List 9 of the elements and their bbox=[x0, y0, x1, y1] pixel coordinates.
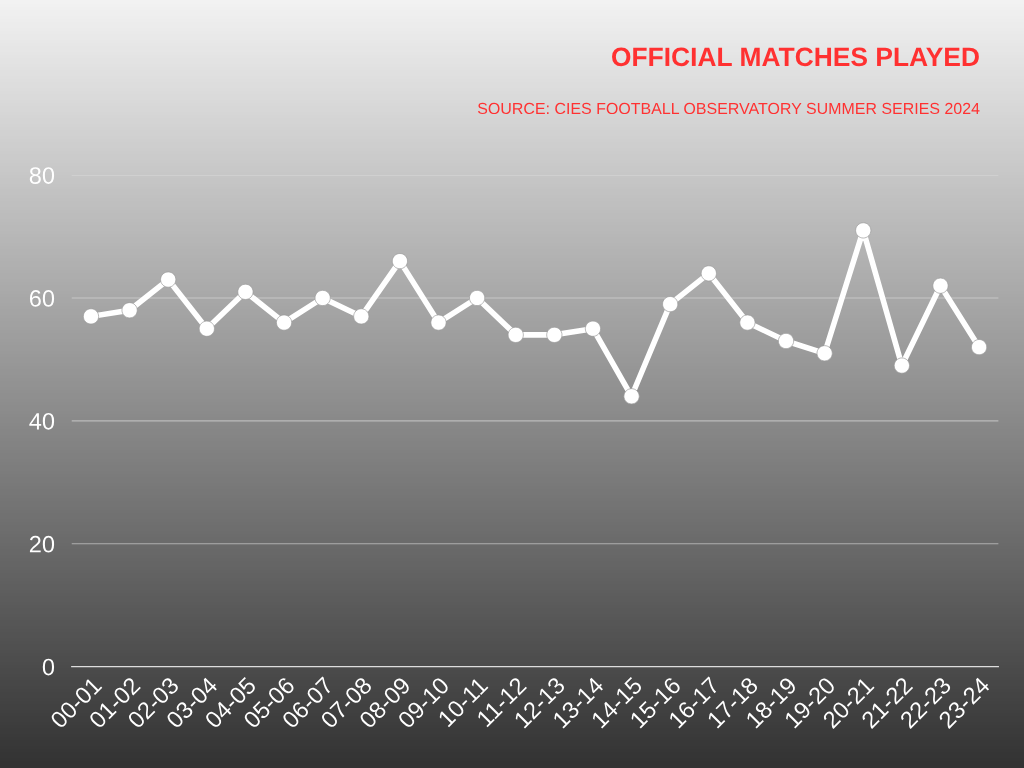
point bbox=[778, 333, 795, 349]
point bbox=[855, 222, 872, 239]
y-tick-label: 0 bbox=[42, 658, 55, 676]
y-tick-label: 40 bbox=[29, 412, 55, 430]
y-tick-label: 20 bbox=[29, 535, 55, 553]
y-tick-label: 80 bbox=[29, 167, 55, 184]
chart-subtitle: SOURCE: CIES FOOTBALL OBSERVATORY SUMMER SERIES 2024 bbox=[477, 102, 980, 115]
chart-title: OFFICIAL MATCHES PLAYED bbox=[612, 47, 979, 67]
y-tick-label: 60 bbox=[29, 290, 55, 307]
